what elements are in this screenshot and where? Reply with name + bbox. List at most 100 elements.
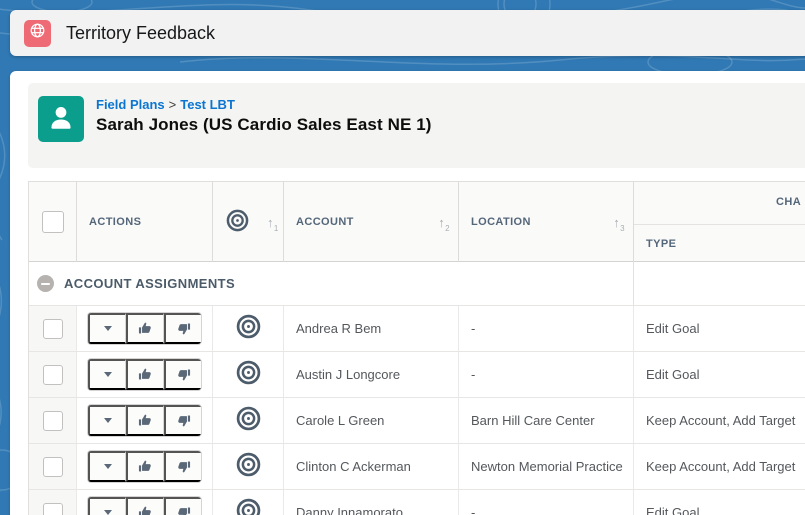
row-target-cell xyxy=(213,306,284,351)
actions-button-group xyxy=(87,496,202,515)
location-cell: - xyxy=(459,352,634,397)
approve-button[interactable] xyxy=(126,313,164,344)
record-header-panel: Field Plans > Test LBT Sarah Jones (US Car… xyxy=(28,83,805,168)
column-header-account[interactable]: ACCOUNT ↑ 2 xyxy=(284,182,459,262)
thumbs-down-icon xyxy=(178,461,191,473)
thumbs-down-icon xyxy=(178,369,191,381)
more-actions-button[interactable] xyxy=(88,451,126,482)
row-select-cell xyxy=(29,398,77,443)
thumbs-up-icon xyxy=(138,368,151,380)
table-header-row: ACTIONS ↑ 1 ACCOUNT ↑ 2 LOCATION ↑ 3 xyxy=(29,181,805,262)
bullseye-icon xyxy=(236,314,261,344)
type-cell: Edit Goal xyxy=(634,306,805,351)
thumbs-down-icon xyxy=(178,323,191,335)
reject-button[interactable] xyxy=(164,313,201,344)
reject-button[interactable] xyxy=(164,451,201,482)
approve-button[interactable] xyxy=(126,451,164,482)
type-cell: Keep Account, Add Target xyxy=(634,398,805,443)
app-title: Territory Feedback xyxy=(66,22,216,43)
sort-indicator-target: ↑ 1 xyxy=(267,214,279,233)
more-actions-button[interactable] xyxy=(88,405,126,436)
type-cell: Edit Goal xyxy=(634,490,805,515)
avatar xyxy=(38,96,84,142)
breadcrumb-separator: > xyxy=(168,97,177,112)
reject-button[interactable] xyxy=(164,359,201,390)
approve-button[interactable] xyxy=(126,497,164,515)
account-cell: Carole L Green xyxy=(284,398,459,443)
select-all-checkbox[interactable] xyxy=(41,211,64,233)
thumbs-up-icon xyxy=(138,506,151,515)
breadcrumb: Field Plans > Test LBT xyxy=(96,97,235,112)
approve-button[interactable] xyxy=(126,359,164,390)
row-select-cell xyxy=(29,444,77,489)
row-checkbox[interactable] xyxy=(42,456,63,477)
user-icon xyxy=(44,100,78,139)
row-actions-cell xyxy=(77,306,213,351)
column-header-type: TYPE xyxy=(646,237,677,250)
globe-icon xyxy=(28,21,47,45)
row-select-cell xyxy=(29,490,77,515)
column-header-actions: ACTIONS xyxy=(77,182,213,262)
breadcrumb-link-test-lbt[interactable]: Test LBT xyxy=(180,97,235,112)
breadcrumb-link-field-plans[interactable]: Field Plans xyxy=(96,97,165,112)
row-actions-cell xyxy=(77,444,213,489)
caret-down-icon xyxy=(103,372,112,377)
location-cell: Newton Memorial Practice xyxy=(459,444,634,489)
main-card: Field Plans > Test LBT Sarah Jones (US Car… xyxy=(10,71,805,515)
account-cell: Andrea R Bem xyxy=(284,306,459,351)
reject-button[interactable] xyxy=(164,405,201,436)
group-label: ACCOUNT ASSIGNMENTS xyxy=(64,276,236,291)
table-row: Danny Innamorato - Edit Goal xyxy=(29,490,805,515)
sort-indicator-account: ↑ 2 xyxy=(438,214,450,233)
row-checkbox[interactable] xyxy=(42,502,63,515)
bullseye-icon xyxy=(236,360,261,390)
location-cell: - xyxy=(459,306,634,351)
caret-down-icon xyxy=(103,418,112,423)
row-checkbox[interactable] xyxy=(42,410,63,431)
select-all-cell xyxy=(29,182,77,262)
location-cell: Barn Hill Care Center xyxy=(459,398,634,443)
bullseye-icon xyxy=(236,498,261,515)
actions-button-group xyxy=(87,404,202,437)
row-actions-cell xyxy=(77,398,213,443)
row-target-cell xyxy=(213,444,284,489)
reject-button[interactable] xyxy=(164,497,201,515)
approve-button[interactable] xyxy=(126,405,164,436)
caret-down-icon xyxy=(103,510,112,515)
caret-down-icon xyxy=(103,464,112,469)
type-cell: Keep Account, Add Target xyxy=(634,444,805,489)
row-checkbox[interactable] xyxy=(42,318,63,339)
bullseye-icon xyxy=(226,209,249,235)
up-arrow-icon: ↑ xyxy=(613,214,621,230)
thumbs-down-icon xyxy=(178,507,191,515)
bullseye-icon xyxy=(236,406,261,436)
row-target-cell xyxy=(213,490,284,515)
more-actions-button[interactable] xyxy=(88,313,126,344)
row-target-cell xyxy=(213,398,284,443)
app-header-bar: Territory Feedback xyxy=(10,10,805,56)
group-row-spacer xyxy=(634,262,805,305)
bullseye-icon xyxy=(236,452,261,482)
row-target-cell xyxy=(213,352,284,397)
row-actions-cell xyxy=(77,490,213,515)
table-row: Austin J Longcore - Edit Goal xyxy=(29,352,805,398)
group-row-account-assignments: ACCOUNT ASSIGNMENTS xyxy=(29,262,805,306)
app-logo[interactable] xyxy=(24,19,51,47)
row-checkbox[interactable] xyxy=(42,364,63,385)
table-row: Andrea R Bem - Edit Goal xyxy=(29,306,805,352)
row-actions-cell xyxy=(77,352,213,397)
account-cell: Danny Innamorato xyxy=(284,490,459,515)
account-cell: Austin J Longcore xyxy=(284,352,459,397)
column-header-location[interactable]: LOCATION ↑ 3 xyxy=(459,182,634,262)
caret-down-icon xyxy=(103,326,112,331)
page-title: Sarah Jones (US Cardio Sales East NE 1) xyxy=(96,115,432,134)
more-actions-button[interactable] xyxy=(88,497,126,515)
account-cell: Clinton C Ackerman xyxy=(284,444,459,489)
more-actions-button[interactable] xyxy=(88,359,126,390)
minus-circle-icon[interactable] xyxy=(37,275,54,292)
table-row: Clinton C Ackerman Newton Memorial Pract… xyxy=(29,444,805,490)
thumbs-up-icon xyxy=(138,322,151,334)
actions-button-group xyxy=(87,358,202,391)
column-header-target[interactable]: ↑ 1 xyxy=(213,182,284,262)
thumbs-up-icon xyxy=(138,414,151,426)
